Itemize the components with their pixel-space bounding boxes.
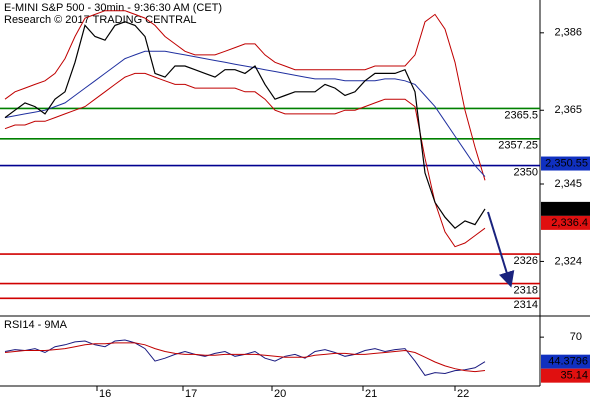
chart-title: E-MINI S&P 500 - 30min - 9:36:30 AM (CET… [4, 2, 222, 14]
price-line [4, 21, 486, 230]
y-tick-label: 2,324 [554, 255, 582, 267]
level-label: 2350 [514, 166, 538, 178]
price-line [4, 72, 486, 248]
price-tag [541, 368, 590, 383]
marks: 2,324 2,345 2,365 2,386 70 16 17 20 21 22 2365.5 23… [0, 10, 590, 400]
level-label: 2365.5 [504, 109, 538, 121]
level-label: 2318 [514, 284, 538, 296]
x-tick-label: 22 [457, 388, 469, 400]
price-tag-label: 2,336.4 [551, 217, 588, 229]
price-line [4, 50, 486, 177]
price-line [4, 10, 486, 181]
x-tick-label: 20 [274, 388, 286, 400]
level-label: 2357.25 [498, 140, 538, 152]
price-tag-label: 2,350.55 [545, 157, 588, 169]
rsi-title: RSI14 - 9MA [4, 319, 68, 331]
y-tick-label: 2,386 [554, 27, 582, 39]
x-tick-label: 16 [99, 388, 111, 400]
x-tick-label: 17 [185, 388, 197, 400]
y-tick-label: 2,345 [554, 178, 582, 190]
rsi-line [4, 342, 486, 373]
chart-subtitle: Research © 2017 TRADING CENTRAL [4, 14, 197, 26]
price-tag-label: 2,338.25 [545, 203, 588, 215]
x-tick-label: 21 [365, 388, 377, 400]
price-tag [541, 215, 590, 230]
price-tag-label: 35.14 [560, 370, 588, 382]
price-tag [541, 201, 590, 216]
y-tick-label: 2,365 [554, 104, 582, 116]
projection-arrow [487, 211, 515, 288]
price-tag [541, 354, 590, 369]
price-tag-label: 44.3796 [548, 356, 588, 368]
level-label: 2314 [514, 299, 538, 311]
price-tag [541, 156, 590, 171]
rsi-y-tick-label: 70 [570, 331, 582, 343]
level-label: 2326 [514, 255, 538, 267]
